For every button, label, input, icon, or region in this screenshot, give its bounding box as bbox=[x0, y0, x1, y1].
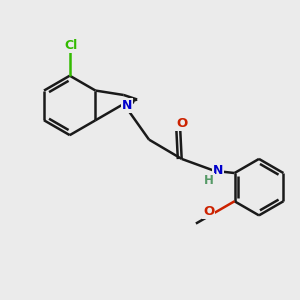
Text: H: H bbox=[204, 174, 214, 187]
Text: O: O bbox=[203, 205, 214, 218]
Text: N: N bbox=[213, 164, 223, 177]
Text: Cl: Cl bbox=[64, 39, 78, 52]
Text: N: N bbox=[122, 99, 132, 112]
Text: O: O bbox=[176, 117, 187, 130]
